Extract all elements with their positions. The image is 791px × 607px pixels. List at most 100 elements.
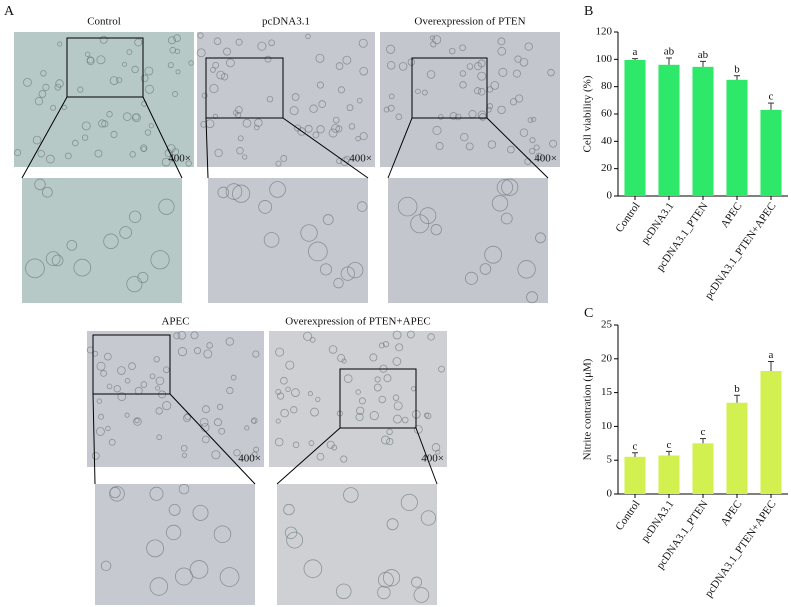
cell <box>128 362 136 371</box>
cell <box>332 116 340 124</box>
cell <box>432 125 442 136</box>
cell <box>212 113 219 119</box>
cell <box>303 331 313 341</box>
cell <box>382 569 401 587</box>
cell <box>149 373 156 380</box>
cell <box>533 144 540 151</box>
cell <box>149 577 169 596</box>
cell <box>188 60 194 66</box>
bar <box>624 456 646 494</box>
bar <box>760 109 782 196</box>
cell <box>124 378 131 384</box>
cell <box>395 113 403 121</box>
cell <box>96 361 106 371</box>
cell <box>181 452 187 458</box>
cell <box>289 106 299 116</box>
cell <box>94 149 103 158</box>
y-axis-label: Cell viability (%) <box>582 75 594 152</box>
image-title: Overexpression of PTEN <box>414 16 525 28</box>
cell <box>337 354 346 363</box>
cell <box>549 139 558 148</box>
cell <box>201 435 210 444</box>
cell <box>199 417 209 427</box>
significance-letter: c <box>667 439 672 451</box>
cell <box>253 124 260 131</box>
y-tick-label: 10 <box>601 420 613 432</box>
cell <box>242 118 252 128</box>
cell <box>216 70 226 80</box>
cell <box>407 58 416 66</box>
cell <box>219 567 240 587</box>
cell <box>438 114 444 120</box>
cell <box>150 250 170 270</box>
cell <box>40 70 47 77</box>
cell <box>435 449 441 455</box>
cell <box>291 93 300 101</box>
cell <box>109 486 125 502</box>
cell <box>435 142 444 151</box>
cell <box>400 493 418 512</box>
cell <box>284 526 298 539</box>
cell <box>274 437 284 447</box>
cell <box>285 386 291 392</box>
cell <box>454 113 462 121</box>
cell <box>214 148 223 158</box>
significance-letter: c <box>633 440 638 452</box>
cell <box>459 70 467 77</box>
cell <box>309 104 318 113</box>
cell <box>163 366 170 374</box>
cell <box>134 38 143 47</box>
x-tick-label: Control <box>613 200 642 234</box>
magnification: 400× <box>168 153 191 165</box>
cell <box>308 241 328 262</box>
cell <box>355 135 361 142</box>
cell <box>328 345 338 354</box>
micrograph <box>388 178 548 303</box>
cell <box>196 48 206 58</box>
cell <box>355 389 361 395</box>
cell <box>392 330 402 340</box>
cell <box>310 407 319 417</box>
x-tick-label: pcDNA3.1 <box>639 200 676 246</box>
cell <box>312 131 320 139</box>
cell <box>242 154 248 160</box>
cell <box>45 251 61 266</box>
cell <box>155 385 161 391</box>
cell <box>374 376 381 383</box>
micrograph <box>197 32 375 167</box>
cell <box>122 112 132 121</box>
cell <box>129 151 136 158</box>
cell <box>307 391 313 397</box>
cell <box>105 425 111 432</box>
panel-label: A <box>4 4 15 19</box>
zoom-line <box>92 393 96 485</box>
cell <box>464 271 478 285</box>
cell <box>140 74 149 83</box>
cell <box>167 62 174 69</box>
cell <box>308 440 315 446</box>
cell <box>373 383 382 392</box>
cell <box>401 416 409 424</box>
cell <box>122 61 128 67</box>
cell <box>378 395 386 404</box>
cell <box>23 78 32 87</box>
cell <box>410 214 430 234</box>
cell <box>275 388 282 395</box>
cell <box>460 132 469 142</box>
cell <box>113 385 121 393</box>
significance-letter: c <box>701 426 706 438</box>
y-tick-label: 100 <box>596 53 613 65</box>
cell <box>84 51 91 57</box>
cell <box>343 487 359 503</box>
cell <box>519 128 529 137</box>
cell <box>477 87 486 96</box>
cell <box>356 406 365 415</box>
image-title: Control <box>87 16 121 28</box>
cell <box>406 330 415 339</box>
cell <box>126 276 143 293</box>
x-tick-label: APEC <box>719 200 745 230</box>
cell <box>377 571 394 588</box>
cell <box>217 186 230 199</box>
cell <box>178 483 190 495</box>
cell <box>356 201 368 212</box>
